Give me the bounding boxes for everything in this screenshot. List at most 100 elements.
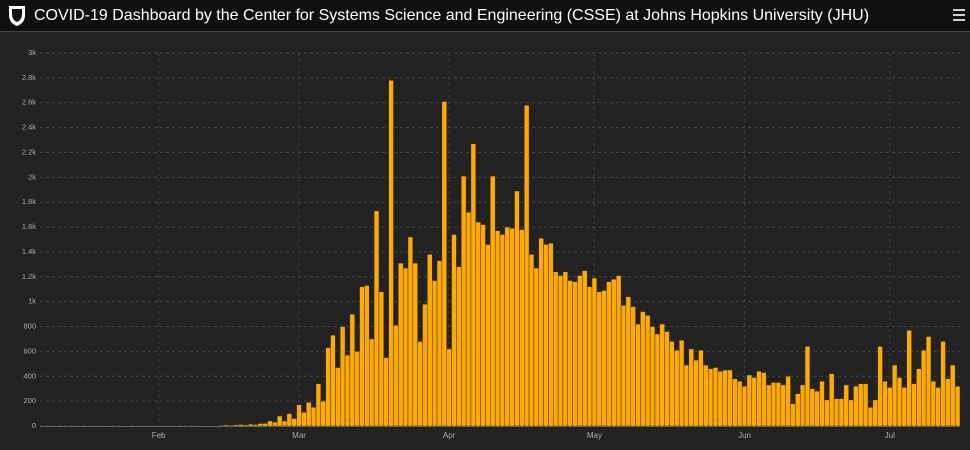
bar <box>902 387 907 426</box>
bar <box>272 422 277 426</box>
bar <box>248 424 253 426</box>
bar <box>732 379 737 426</box>
bar <box>650 327 655 426</box>
bar <box>640 312 645 426</box>
bar <box>360 287 365 426</box>
bar <box>466 212 471 426</box>
bar <box>413 263 418 426</box>
bar <box>800 385 805 426</box>
bar <box>350 314 355 426</box>
bar <box>655 334 660 426</box>
bar <box>747 375 752 426</box>
bar <box>776 382 781 426</box>
bar <box>921 350 926 426</box>
bar <box>442 101 447 426</box>
y-tick-label: 1.2k <box>22 272 36 281</box>
bar <box>936 387 941 426</box>
bar <box>597 292 602 426</box>
bar <box>689 349 694 426</box>
bar <box>374 211 379 426</box>
bar <box>665 332 670 426</box>
bar <box>268 421 273 426</box>
bar <box>863 384 868 426</box>
bar <box>810 389 815 426</box>
bar <box>945 379 950 426</box>
bar <box>868 407 873 426</box>
bar <box>369 339 374 426</box>
bar <box>432 281 437 426</box>
bar <box>771 382 776 426</box>
y-tick-label: 1.8k <box>22 197 36 206</box>
bar <box>563 272 568 426</box>
bar <box>544 244 549 426</box>
bar <box>437 261 442 426</box>
bar <box>287 414 292 426</box>
bar <box>611 279 616 426</box>
y-tick-label: 2.6k <box>22 98 36 107</box>
bar <box>577 276 582 426</box>
bar <box>873 400 878 426</box>
x-tick-label: May <box>587 431 602 440</box>
bar <box>669 341 674 426</box>
bar <box>916 369 921 426</box>
x-tick-label: Mar <box>292 431 306 440</box>
bar <box>853 386 858 426</box>
bar <box>587 287 592 426</box>
bar <box>660 324 665 426</box>
bar <box>602 290 607 426</box>
bar <box>306 402 311 426</box>
bar <box>384 358 389 426</box>
bar <box>311 407 316 426</box>
bar <box>752 378 757 426</box>
bar <box>926 336 931 426</box>
bar <box>539 238 544 426</box>
bar <box>887 387 892 426</box>
bar <box>892 365 897 426</box>
bar <box>703 365 708 426</box>
bar <box>878 346 883 426</box>
bar <box>645 315 650 426</box>
y-tick-label: 0 <box>32 421 36 430</box>
bar <box>621 305 626 426</box>
bar <box>820 381 825 426</box>
bar <box>931 381 936 426</box>
bar <box>844 385 849 426</box>
bar <box>728 370 733 426</box>
bar <box>301 412 306 426</box>
bar <box>718 371 723 426</box>
bar <box>253 425 258 426</box>
y-tick-label: 2.8k <box>22 73 36 82</box>
bar <box>757 371 762 426</box>
x-tick-label: Jun <box>738 431 751 440</box>
x-tick-label: Jul <box>885 431 895 440</box>
bar <box>582 271 587 426</box>
y-tick-label: 2.4k <box>22 123 36 132</box>
bar <box>292 419 297 426</box>
bar <box>447 349 452 426</box>
bar <box>340 327 345 426</box>
bar <box>679 340 684 426</box>
bar <box>626 297 631 426</box>
bar <box>553 272 558 426</box>
bar <box>403 268 408 426</box>
bar <box>258 424 263 426</box>
bar <box>708 369 713 426</box>
bar <box>427 254 432 426</box>
y-tick-label: 1k <box>28 297 36 306</box>
bar <box>476 222 481 426</box>
bar <box>829 374 834 426</box>
bar <box>636 324 641 426</box>
bar <box>243 425 248 426</box>
bar <box>471 144 476 426</box>
bar <box>326 348 331 426</box>
bar <box>558 276 563 426</box>
bar <box>490 176 495 426</box>
bar <box>229 425 234 426</box>
bar <box>761 373 766 426</box>
bar <box>548 243 553 426</box>
bar <box>297 405 302 426</box>
bar <box>839 399 844 426</box>
bar <box>345 355 350 426</box>
bar <box>568 281 573 426</box>
